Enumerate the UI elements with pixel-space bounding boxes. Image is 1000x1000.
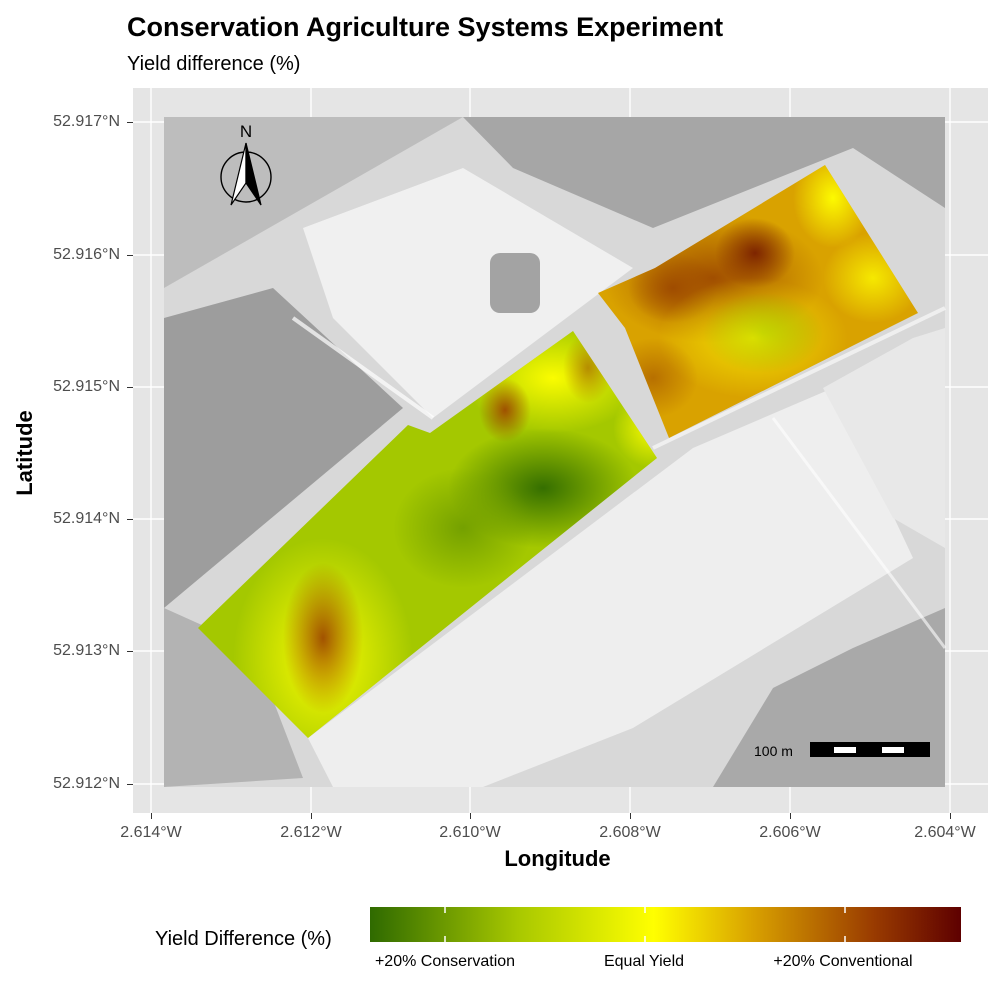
- x-axis-title: Longitude: [504, 846, 611, 871]
- x-tick-label: 2.608°W: [599, 824, 661, 841]
- map-panel: N 100 m: [133, 88, 988, 813]
- chart-title: Conservation Agriculture Systems Experim…: [127, 12, 724, 42]
- y-tick-label: 52.915°N: [53, 378, 120, 395]
- x-tick-mark: [950, 813, 951, 819]
- chart-subtitle: Yield difference (%): [127, 53, 301, 75]
- north-arrow: N: [220, 122, 272, 206]
- y-tick-mark: [127, 255, 133, 256]
- legend-colorbar: [370, 907, 961, 942]
- x-tick-mark: [790, 813, 791, 819]
- legend-label-conservation: +20% Conservation: [374, 953, 516, 970]
- x-tick-mark: [151, 813, 152, 819]
- legend-title: Yield Difference (%): [155, 928, 332, 950]
- y-tick-label: 52.917°N: [53, 113, 120, 130]
- legend-label-equal: Equal Yield: [603, 953, 685, 970]
- y-tick-mark: [127, 651, 133, 652]
- x-tick-label: 2.614°W: [120, 824, 182, 841]
- x-tick-mark: [311, 813, 312, 819]
- x-tick-mark: [630, 813, 631, 819]
- x-tick-label: 2.610°W: [439, 824, 501, 841]
- y-tick-label: 52.913°N: [53, 642, 120, 659]
- y-tick-label: 52.916°N: [53, 246, 120, 263]
- y-tick-mark: [127, 387, 133, 388]
- y-tick-mark: [127, 122, 133, 123]
- y-tick-mark: [127, 519, 133, 520]
- north-arrow-label: N: [240, 122, 252, 141]
- x-tick-label: 2.606°W: [759, 824, 821, 841]
- x-tick-mark: [470, 813, 471, 819]
- y-tick-mark: [127, 784, 133, 785]
- y-axis-title: Latitude: [12, 410, 37, 496]
- map-svg: N 100 m: [133, 88, 988, 813]
- legend-label-conventional: +20% Conventional: [773, 953, 913, 970]
- y-tick-label: 52.912°N: [53, 775, 120, 792]
- x-tick-label: 2.612°W: [280, 824, 342, 841]
- scale-bar-label: 100 m: [754, 743, 793, 759]
- x-tick-label: 2.604°W: [914, 824, 976, 841]
- scale-bar: 100 m: [754, 742, 930, 759]
- y-tick-label: 52.914°N: [53, 510, 120, 527]
